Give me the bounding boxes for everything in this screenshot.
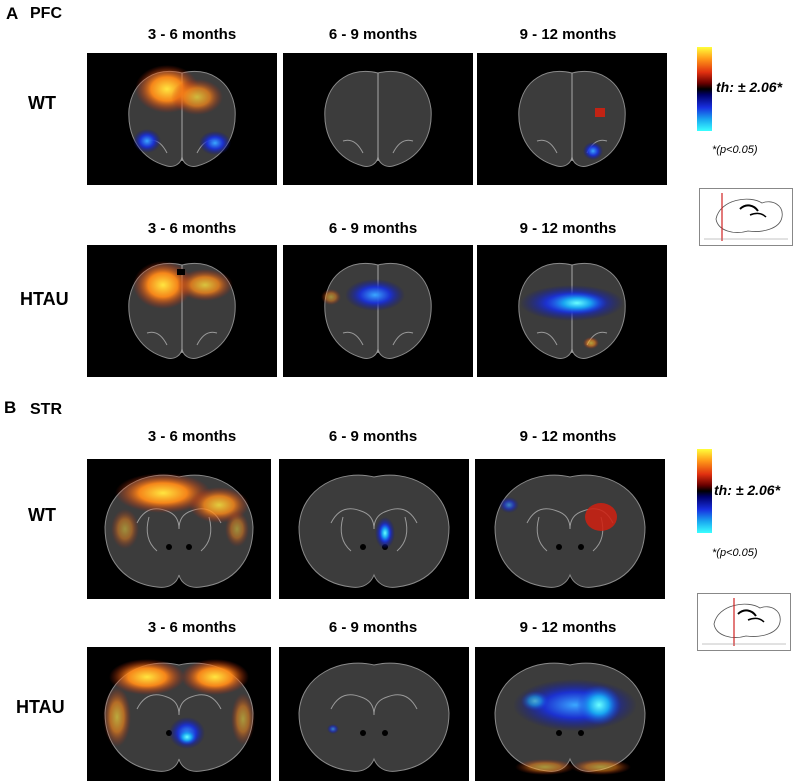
p-value-label-a: *(p<0.05) [712, 144, 758, 156]
brain-map-a-htau-9-12 [477, 245, 667, 377]
brain-map-b-htau-6-9 [279, 647, 469, 781]
panel-a-htau-col-1: 3 - 6 months [147, 220, 237, 237]
panel-b-letter: B [4, 398, 17, 417]
brain-map-a-htau-3-6 [87, 245, 277, 377]
panel-b-region: STR [30, 401, 62, 418]
panel-b-row-htau: HTAU [16, 697, 65, 717]
panel-a-htau-col-3: 9 - 12 months [519, 220, 617, 237]
brain-map-b-wt-6-9 [279, 459, 469, 599]
panel-b-wt-col-2: 6 - 9 months [328, 428, 418, 445]
panel-a-letter: A [6, 4, 19, 23]
colorbar-b [697, 449, 712, 533]
p-value-label-b: *(p<0.05) [712, 547, 758, 559]
colorbar-a [697, 47, 712, 131]
panel-b-wt-col-3: 9 - 12 months [519, 428, 617, 445]
panel-a-wt-col-3: 9 - 12 months [519, 26, 617, 43]
panel-a-htau-col-2: 6 - 9 months [328, 220, 418, 237]
panel-b-htau-col-1: 3 - 6 months [147, 619, 237, 636]
panel-b-row-wt: WT [28, 505, 56, 525]
threshold-label-a: th: ± 2.06* [716, 79, 783, 95]
brain-map-a-wt-6-9 [283, 53, 473, 185]
sagittal-section-a [699, 188, 793, 246]
brain-map-a-wt-3-6 [87, 53, 277, 185]
panel-a-row-wt: WT [28, 93, 56, 113]
panel-b-htau-col-2: 6 - 9 months [328, 619, 418, 636]
brain-map-b-htau-9-12 [475, 647, 665, 781]
brain-map-a-wt-9-12 [477, 53, 667, 185]
brain-map-b-wt-3-6 [87, 459, 271, 599]
panel-b-wt-col-1: 3 - 6 months [147, 428, 237, 445]
panel-a-row-htau: HTAU [20, 289, 69, 309]
panel-a-wt-col-1: 3 - 6 months [147, 26, 237, 43]
panel-b-htau-col-3: 9 - 12 months [519, 619, 617, 636]
brain-map-b-htau-3-6 [87, 647, 271, 781]
threshold-label-b: th: ± 2.06* [714, 482, 781, 498]
panel-a-region: PFC [30, 5, 62, 22]
brain-map-b-wt-9-12 [475, 459, 665, 599]
brain-map-a-htau-6-9 [283, 245, 473, 377]
panel-a-wt-col-2: 6 - 9 months [328, 26, 418, 43]
sagittal-section-b [697, 593, 791, 651]
